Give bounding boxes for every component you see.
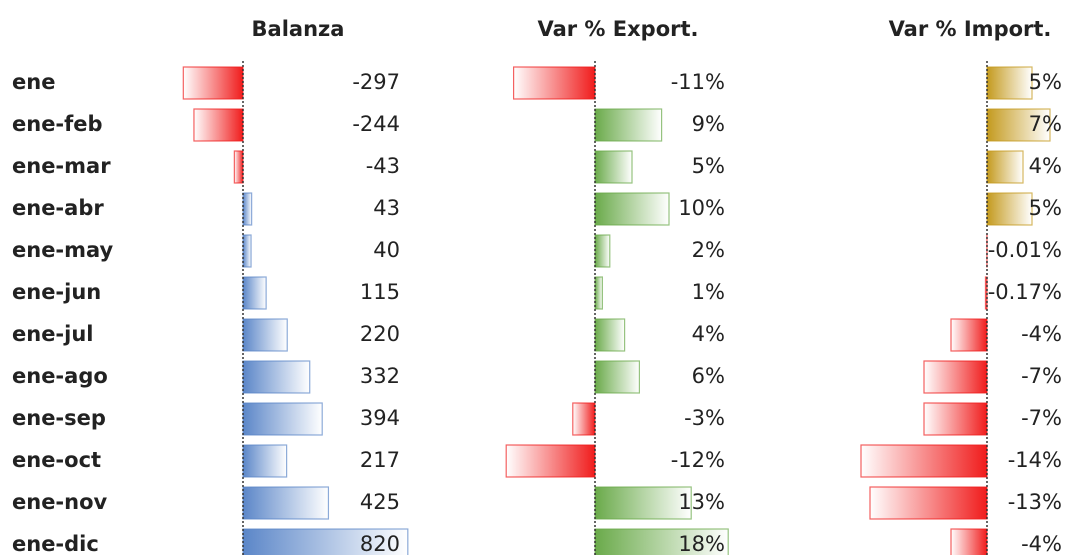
value-label: 425 xyxy=(360,490,400,514)
category-label: ene-jun xyxy=(12,280,101,304)
data-bar xyxy=(869,486,988,520)
value-label: 394 xyxy=(360,406,400,430)
value-label: -4% xyxy=(1021,532,1062,555)
data-bar xyxy=(594,318,626,352)
value-label: 5% xyxy=(692,154,725,178)
data-bar xyxy=(594,234,611,268)
value-label: -7% xyxy=(1021,406,1062,430)
value-label: 18% xyxy=(678,532,725,555)
value-label: -14% xyxy=(1008,448,1062,472)
value-label: -297 xyxy=(352,70,400,94)
value-label: 40 xyxy=(373,238,400,262)
category-label: ene-may xyxy=(12,238,114,262)
data-bar xyxy=(193,108,244,142)
value-label: -13% xyxy=(1008,490,1062,514)
value-label: 4% xyxy=(692,322,725,346)
data-bar xyxy=(594,528,729,555)
data-bar xyxy=(182,66,244,100)
category-label: ene-abr xyxy=(12,196,104,220)
data-bar xyxy=(242,192,253,226)
category-label: ene-sep xyxy=(12,406,106,430)
value-label: 10% xyxy=(678,196,725,220)
data-bar xyxy=(923,402,988,436)
data-bar xyxy=(242,234,252,268)
value-label: 332 xyxy=(360,364,400,388)
value-label: -0.01% xyxy=(988,238,1062,262)
data-bar xyxy=(512,66,596,100)
data-bar xyxy=(242,318,288,352)
value-label: 220 xyxy=(360,322,400,346)
value-label: 7% xyxy=(1029,112,1062,136)
data-bar xyxy=(572,402,596,436)
data-bar xyxy=(242,276,267,310)
value-label: -7% xyxy=(1021,364,1062,388)
column-header: Balanza xyxy=(252,17,345,41)
data-bar xyxy=(594,360,641,394)
value-label: 13% xyxy=(678,490,725,514)
value-label: -11% xyxy=(671,70,725,94)
data-bar xyxy=(594,108,663,142)
value-label: 9% xyxy=(692,112,725,136)
data-bar xyxy=(950,318,988,352)
value-label: 43 xyxy=(373,196,400,220)
value-label: -4% xyxy=(1021,322,1062,346)
category-label: ene xyxy=(12,70,55,94)
column-header: Var % Import. xyxy=(889,17,1052,41)
data-bar xyxy=(594,192,670,226)
data-bar xyxy=(242,444,288,478)
value-label: 6% xyxy=(692,364,725,388)
category-label: ene-ago xyxy=(12,364,108,388)
value-label: 5% xyxy=(1029,196,1062,220)
data-bar xyxy=(986,150,1024,184)
category-label: ene-oct xyxy=(12,448,101,472)
value-label: -43 xyxy=(366,154,400,178)
data-bar xyxy=(505,444,596,478)
data-bar xyxy=(986,66,1033,100)
value-label: 820 xyxy=(360,532,400,555)
data-bar xyxy=(986,192,1033,226)
value-label: 1% xyxy=(692,280,725,304)
data-bar xyxy=(950,528,988,555)
value-label: 115 xyxy=(360,280,400,304)
value-label: 217 xyxy=(360,448,400,472)
value-label: -244 xyxy=(352,112,400,136)
category-label: ene-jul xyxy=(12,322,94,346)
data-bar xyxy=(242,486,330,520)
data-bar xyxy=(923,360,988,394)
value-label: -0.17% xyxy=(988,280,1062,304)
value-label: 4% xyxy=(1029,154,1062,178)
data-bar xyxy=(594,276,604,310)
value-label: 2% xyxy=(692,238,725,262)
data-bar xyxy=(594,150,633,184)
data-bar xyxy=(242,360,311,394)
category-label: ene-mar xyxy=(12,154,111,178)
category-label: ene-feb xyxy=(12,112,103,136)
value-label: -12% xyxy=(671,448,725,472)
data-bar xyxy=(860,444,988,478)
value-label: 5% xyxy=(1029,70,1062,94)
value-label: -3% xyxy=(684,406,725,430)
data-bar xyxy=(233,150,244,184)
column-header: Var % Export. xyxy=(537,17,698,41)
category-label: ene-dic xyxy=(12,532,99,555)
category-label: ene-nov xyxy=(12,490,108,514)
data-bar xyxy=(594,486,692,520)
data-bar xyxy=(242,402,323,436)
